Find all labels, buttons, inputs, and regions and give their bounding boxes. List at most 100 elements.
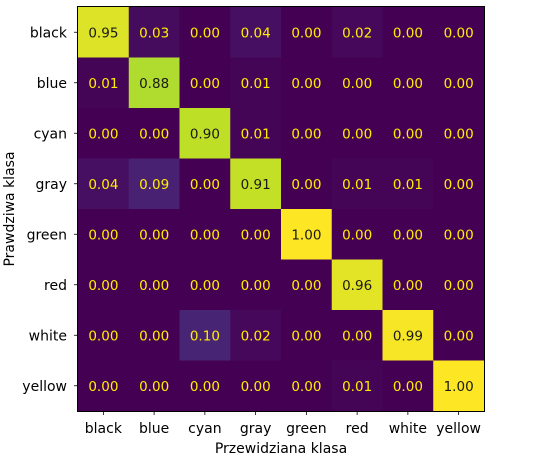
heatmap-cell [281,259,333,311]
y-axis-ticks: black blue cyan gray green red white yellow [22,25,78,395]
heatmap-cell-value: 0.00 [291,76,321,92]
y-tick-label: black [30,25,68,41]
heatmap-cell [78,310,130,362]
heatmap-cell [78,108,130,160]
heatmap-cell-value: 0.96 [342,278,372,294]
heatmap-cell-value: 0.99 [393,328,423,344]
x-tick-label: white [389,421,427,437]
heatmap-cell [179,57,231,109]
heatmap-cell-value: 0.00 [342,126,372,142]
plot-frame [77,6,485,412]
heatmap-cell [281,57,333,109]
heatmap-cell-value: 0.01 [342,379,372,395]
heatmap-cell [78,259,130,311]
heatmap-cell-value: 0.91 [241,177,271,193]
heatmap-cell [433,108,485,160]
heatmap-cell [331,360,384,412]
heatmap-cell [230,259,282,311]
heatmap-cell [331,158,384,210]
heatmap-cell [78,158,130,210]
heatmap-cell-value: 0.00 [88,278,118,294]
heatmap-cell [433,57,485,109]
heatmap-cell [179,259,231,311]
heatmap-cell [281,360,333,412]
heatmap-cell-value: 0.00 [88,328,118,344]
heatmap-cell [230,310,282,362]
heatmap-cell-value: 0.95 [88,25,118,41]
heatmap-cell-value: 0.00 [291,126,321,142]
x-tick-label: gray [240,421,272,437]
heatmap-cell [433,310,485,362]
heatmap-cell [179,108,231,160]
heatmap-cell [382,209,434,261]
heatmap-cell [179,7,231,59]
heatmap-cell [230,7,282,59]
heatmap-cell [230,360,282,412]
heatmap-cell-value: 0.10 [190,328,220,344]
heatmap-cell [331,7,384,59]
heatmap-cell-value: 0.01 [342,177,372,193]
heatmap-cell-value: 0.00 [393,76,423,92]
heatmap-cell-value: 0.00 [291,177,321,193]
heatmap-cell-value: 0.88 [139,76,169,92]
heatmap-cell [230,158,282,210]
heatmap-cell [230,57,282,109]
heatmap-cell [433,209,485,261]
heatmap-cell-value: 0.00 [88,227,118,243]
x-tick-label: yellow [436,421,481,437]
heatmap-cell [433,158,485,210]
heatmap-cell [382,57,434,109]
heatmap-cell-value: 0.03 [139,25,169,41]
heatmap-cell-value: 0.04 [88,177,118,193]
heatmap-cell [331,310,384,362]
heatmap-cell [179,209,231,261]
heatmap-cell-labels: 0.95 0.03 0.00 0.04 0.00 0.02 0.00 0.00 0.01 0.88… [88,25,473,395]
heatmap-cell [433,7,485,59]
y-tick-label: green [27,227,67,243]
heatmap-cell [179,360,231,412]
heatmap-cell-value: 0.00 [241,278,271,294]
y-tick-label: red [44,278,67,294]
heatmap-cell [78,57,130,109]
heatmap-cell-value: 0.00 [190,177,220,193]
heatmap-cell-value: 0.00 [393,25,423,41]
heatmap-cell [179,310,231,362]
heatmap-cell [179,158,231,210]
heatmap-cell [382,360,434,412]
heatmap-cell-value: 0.01 [88,76,118,92]
heatmap-cell [128,259,181,311]
heatmap-cell [281,7,333,59]
heatmap-cell-value: 0.00 [444,126,474,142]
heatmap-cell [382,310,434,362]
heatmap-cell [331,209,384,261]
heatmap-cell-value: 0.02 [241,328,271,344]
y-tick-label: yellow [22,379,67,395]
heatmap-cell-value: 0.00 [139,278,169,294]
heatmap-cell-value: 0.00 [190,278,220,294]
heatmap-cell-value: 0.00 [88,126,118,142]
heatmap-cell-value: 0.00 [342,328,372,344]
heatmap-cell [331,259,384,311]
heatmap-cell-value: 0.00 [190,76,220,92]
x-tick-label: black [85,421,123,437]
heatmap-cell [128,209,181,261]
y-tick-label: cyan [34,126,67,142]
heatmap-cell-value: 0.00 [139,328,169,344]
heatmap-cell-value: 0.00 [444,328,474,344]
heatmap-cell-value: 0.00 [291,328,321,344]
heatmap-cell [281,158,333,210]
heatmap-cell-value: 0.00 [444,278,474,294]
heatmap-cell-value: 0.00 [190,227,220,243]
heatmap-cell-value: 0.01 [241,126,271,142]
heatmap-cell [78,360,130,412]
x-tick-label: blue [139,421,169,437]
heatmap-cell [230,108,282,160]
heatmap-cell-value: 0.90 [190,126,220,142]
x-tick-label: green [286,421,326,437]
heatmap-cell [128,158,181,210]
y-axis-label: Prawdziwa klasa [2,151,18,266]
x-axis-label: Przewidziana klasa [215,441,347,457]
heatmap-cell [281,108,333,160]
heatmap-cell-value: 0.00 [342,76,372,92]
heatmap-cell [230,209,282,261]
